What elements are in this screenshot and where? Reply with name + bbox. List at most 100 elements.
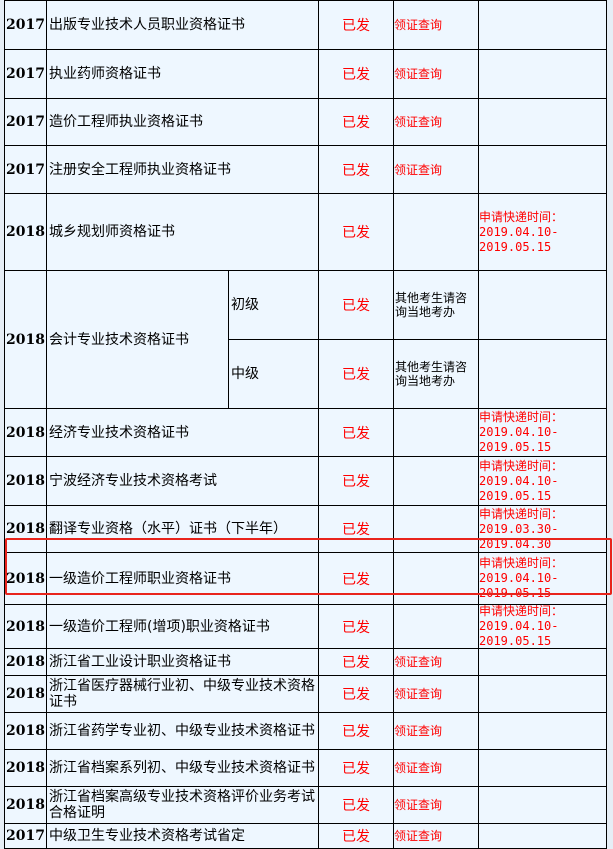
- status-cell: 已发: [318, 505, 394, 553]
- certificate-query-link[interactable]: 领证查询: [393, 712, 479, 750]
- certificate-query-link-text[interactable]: 领证查询: [394, 655, 443, 669]
- contact-note: 其他考生请咨询当地考办: [393, 339, 479, 409]
- year-cell-text: 2017: [6, 66, 45, 82]
- delivery-note: [478, 270, 607, 340]
- year-cell: 2018: [4, 408, 47, 457]
- certificate-query-link[interactable]: 领证查询: [393, 749, 479, 787]
- status-cell-text: 已发: [342, 225, 370, 241]
- delivery-note: [478, 0, 607, 50]
- status-cell: 已发: [318, 749, 394, 787]
- delivery-note: [478, 98, 607, 146]
- delivery-note-line: 2019.04.10-: [479, 425, 559, 439]
- delivery-note-line: 申请快递时间：: [479, 458, 564, 473]
- certificate-query-link[interactable]: 领证查询: [393, 823, 479, 849]
- delivery-note: [478, 648, 607, 676]
- certificate-table: 2017 出版专业技术人员职业资格证书 已发 领证查询 2017 执业药师资格证书 已发 领证…: [4, 0, 607, 849]
- delivery-note: 申请快递时间： 2019.04.10- 2019.05.15: [478, 408, 607, 457]
- certificate-name-text: 执业药师资格证书: [49, 66, 161, 82]
- delivery-note: [478, 786, 607, 824]
- certificate-query-link-text[interactable]: 领证查询: [394, 162, 443, 177]
- status-cell-text: 已发: [342, 522, 370, 538]
- status-cell: 已发: [318, 408, 394, 457]
- year-cell-text: 2017: [6, 114, 45, 130]
- year-cell-text: 2017: [6, 161, 45, 178]
- status-cell-text: 已发: [342, 367, 370, 383]
- status-cell-text: 已发: [342, 298, 370, 314]
- certificate-query-link[interactable]: 领证查询: [393, 648, 479, 676]
- status-cell-text: 已发: [342, 798, 370, 814]
- year-cell: 2018: [4, 648, 47, 676]
- certificate-query-link: [393, 604, 479, 649]
- delivery-note: [478, 49, 607, 99]
- year-cell-text: 2018: [6, 686, 45, 702]
- year-cell-text: 2018: [6, 723, 45, 739]
- year-cell-text: 2018: [6, 473, 45, 489]
- certificate-query-link[interactable]: 领证查询: [393, 145, 479, 194]
- year-cell-text: 2018: [6, 424, 45, 441]
- certificate-name: 一级造价工程师职业资格证书: [46, 552, 319, 605]
- certificate-query-link-text[interactable]: 领证查询: [394, 18, 443, 32]
- year-cell-text: 2018: [6, 654, 45, 670]
- certificate-name: 浙江省工业设计职业资格证书: [46, 648, 319, 676]
- certificate-query-link[interactable]: 领证查询: [393, 786, 479, 824]
- delivery-note-line: 申请快递时间：: [479, 605, 564, 618]
- status-cell: 已发: [318, 823, 394, 849]
- delivery-note-line: 2019.04.10-: [479, 224, 559, 239]
- certificate-name-text: 经济专业技术资格证书: [49, 424, 189, 441]
- table-row: 2018 浙江省药学专业初、中级专业技术资格证书 已发 领证查询: [4, 712, 607, 750]
- status-cell: 已发: [318, 552, 394, 605]
- year-cell: 2017: [4, 98, 47, 146]
- certificate-name: 经济专业技术资格证书: [46, 408, 319, 457]
- certificate-name-text: 浙江省工业设计职业资格证书: [49, 654, 231, 670]
- table-row-highlighted: 2018 一级造价工程师职业资格证书 已发 申请快递时间： 2019.04.10- 201…: [4, 552, 607, 605]
- certificate-query-link: [393, 193, 479, 271]
- status-cell: 已发: [318, 712, 394, 750]
- certificate-query-link[interactable]: 领证查询: [393, 0, 479, 50]
- certificate-name: 浙江省医疗器械行业初、中级专业技术资格证书: [46, 675, 319, 713]
- certificate-query-link-text[interactable]: 领证查询: [394, 115, 443, 129]
- table-row: 2018 一级造价工程师(增项)职业资格证书 已发 申请快递时间： 2019.04.10…: [4, 604, 607, 649]
- certificate-query-link-text[interactable]: 领证查询: [394, 761, 443, 775]
- delivery-note: 申请快递时间： 2019.03.30- 2019.04.30: [478, 505, 607, 553]
- year-cell: 2018: [4, 786, 47, 824]
- table-row: 2018 翻译专业资格（水平）证书（下半年） 已发 申请快递时间： 2019.03.30…: [4, 505, 607, 553]
- status-cell: 已发: [318, 786, 394, 824]
- certificate-query-link[interactable]: 领证查询: [393, 98, 479, 146]
- certificate-query-link-text[interactable]: 领证查询: [394, 829, 443, 843]
- certificate-query-link: [393, 552, 479, 605]
- table-row: 2018 浙江省工业设计职业资格证书 已发 领证查询: [4, 648, 607, 676]
- delivery-note: [478, 339, 607, 409]
- certificate-query-link-text[interactable]: 领证查询: [394, 67, 443, 81]
- certificate-query-link-text[interactable]: 领证查询: [394, 798, 443, 812]
- table-row: 2018 宁波经济专业技术资格考试 已发 申请快递时间： 2019.04.10- 2019…: [4, 456, 607, 506]
- certificate-name-text: 浙江省档案系列初、中级专业技术资格证书: [49, 760, 315, 776]
- table-row: 2017 注册安全工程师执业资格证书 已发 领证查询: [4, 145, 607, 194]
- level-cell-text: 中级: [231, 366, 259, 382]
- status-cell: 已发: [318, 49, 394, 99]
- certificate-query-link-text[interactable]: 领证查询: [394, 724, 443, 738]
- status-cell: 已发: [318, 193, 394, 271]
- certificate-query-link[interactable]: 领证查询: [393, 49, 479, 99]
- certificate-name: 造价工程师执业资格证书: [46, 98, 319, 146]
- certificate-name-text: 宁波经济专业技术资格考试: [49, 473, 217, 489]
- status-cell-text: 已发: [342, 724, 370, 740]
- status-cell: 已发: [318, 0, 394, 50]
- table-row: 2018 浙江省档案系列初、中级专业技术资格证书 已发 领证查询: [4, 749, 607, 787]
- year-cell-text: 2018: [6, 618, 45, 635]
- status-cell: 已发: [318, 675, 394, 713]
- table-row: 2018 城乡规划师资格证书 已发 申请快递时间： 2019.04.10- 2019.05…: [4, 193, 607, 271]
- level-cell: 中级: [228, 339, 319, 409]
- delivery-note-line: 申请快递时间：: [479, 410, 564, 424]
- delivery-note: 申请快递时间： 2019.04.10- 2019.05.15: [478, 456, 607, 506]
- certificate-query-link-text[interactable]: 领证查询: [394, 687, 443, 701]
- delivery-note-line: 2019.05.15: [479, 634, 552, 648]
- year-cell-text: 2017: [6, 828, 45, 844]
- delivery-note-line: 2019.05.15: [479, 440, 552, 454]
- delivery-note: 申请快递时间： 2019.04.10- 2019.05.15: [478, 193, 607, 271]
- table-row: 中级 已发 其他考生请咨询当地考办: [5, 339, 607, 409]
- certificate-query-link[interactable]: 领证查询: [393, 675, 479, 713]
- year-cell: 2018: [4, 270, 47, 409]
- certificate-name-text: 浙江省药学专业初、中级专业技术资格证书: [49, 723, 315, 739]
- status-cell: 已发: [318, 145, 394, 194]
- delivery-note: [478, 749, 607, 787]
